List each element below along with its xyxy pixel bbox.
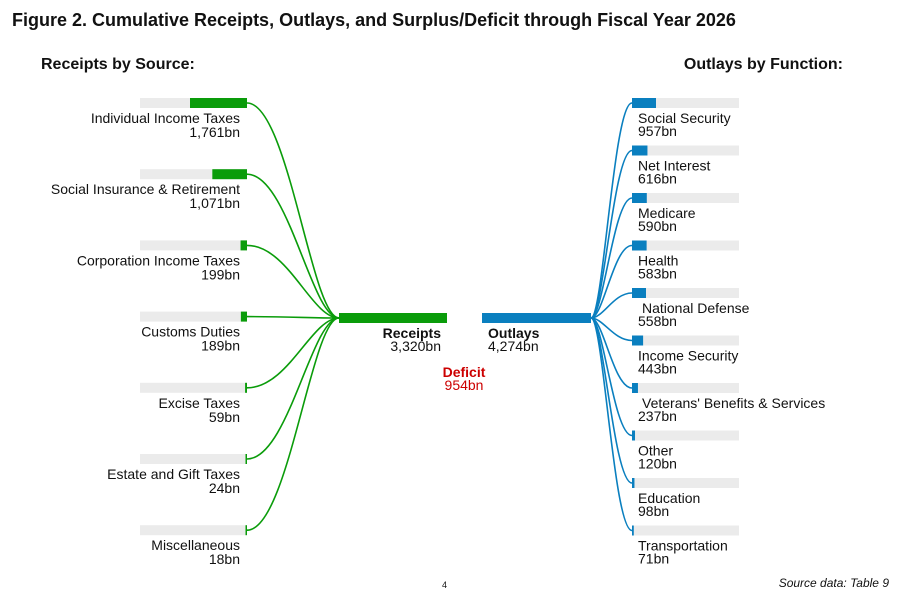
receipt-value-miscellaneous: 18bn (209, 551, 240, 567)
receipt-bar-customs-duties (240, 311, 247, 322)
outlay-value-transportation: 71bn (638, 551, 669, 567)
outlay-bar-education (632, 478, 635, 488)
receipt-bar-miscellaneous (245, 525, 247, 536)
receipt-label-corporation-income-taxes: Corporation Income Taxes (77, 252, 240, 268)
receipt-bar-estate-and-gift-taxes (245, 454, 247, 464)
source-note: Source data: Table 9 (778, 576, 889, 590)
outlay-bar-income-security (632, 335, 644, 346)
outlay-value-national-defense: 558bn (638, 313, 677, 329)
outlay-label-income-security: Income Security (638, 348, 738, 364)
outlay-flow-education (590, 317, 633, 484)
outlays-total-bar (482, 313, 591, 323)
receipt-flow-estate-and-gift-taxes (246, 317, 340, 460)
outlay-value-education: 98bn (638, 503, 669, 519)
outlay-value-medicare: 590bn (638, 218, 677, 234)
receipt-value-excise-taxes: 59bn (209, 409, 240, 425)
deficit-label: Deficit (443, 364, 486, 380)
receipt-flow-excise-taxes (246, 317, 340, 389)
outlay-label-health: Health (638, 253, 678, 269)
receipt-bar-social-insurance-retirement (212, 169, 247, 180)
receipt-label-social-insurance-retirement: Social Insurance & Retirement (51, 181, 240, 197)
receipt-track-estate-and-gift-taxes (140, 454, 247, 464)
receipt-label-miscellaneous: Miscellaneous (151, 537, 240, 553)
receipt-bar-excise-taxes (245, 382, 247, 393)
outlay-value-veterans-benefits-services: 237bn (638, 408, 677, 424)
outlay-track-national-defense (632, 288, 739, 298)
page-number: 4 (442, 580, 448, 590)
outlay-label-transportation: Transportation (638, 538, 728, 554)
receipt-value-estate-and-gift-taxes: 24bn (209, 480, 240, 496)
outlay-bar-transportation (632, 525, 634, 536)
receipt-value-corporation-income-taxes: 199bn (201, 266, 240, 282)
outlay-label-education: Education (638, 490, 700, 506)
outlay-bar-social-security (632, 98, 656, 108)
outlay-track-income-security (632, 335, 739, 346)
receipt-value-customs-duties: 189bn (201, 338, 240, 354)
receipt-label-excise-taxes: Excise Taxes (159, 395, 240, 411)
outlay-track-medicare (632, 193, 739, 203)
outlay-track-health (632, 240, 739, 251)
outlay-label-net-interest: Net Interest (638, 158, 710, 174)
receipt-flow-corporation-income-taxes (246, 244, 340, 319)
receipt-track-excise-taxes (140, 382, 247, 393)
outlay-flow-social-security (590, 102, 633, 319)
receipt-flow-miscellaneous (246, 317, 340, 531)
receipt-value-individual-income-taxes: 1,761bn (189, 124, 240, 140)
receipt-bar-individual-income-taxes (190, 98, 247, 108)
receipts-total-label: Receipts (383, 325, 442, 341)
receipts-section-title: Receipts by Source: (41, 56, 195, 73)
outlay-value-income-security: 443bn (638, 361, 677, 377)
receipts-total-bar (339, 313, 447, 323)
outlay-label-veterans-benefits-services: Veterans' Benefits & Services (642, 395, 825, 411)
outlay-track-veterans-benefits-services (632, 383, 739, 393)
receipt-label-estate-and-gift-taxes: Estate and Gift Taxes (107, 466, 240, 482)
receipt-flow-customs-duties (246, 315, 340, 319)
receipt-track-miscellaneous (140, 525, 247, 536)
outlay-flow-national-defense (590, 292, 633, 319)
outlay-flow-net-interest (590, 149, 633, 319)
outlay-flow-transportation (590, 317, 633, 532)
outlays-section-title: Outlays by Function: (683, 56, 843, 73)
receipt-track-customs-duties (140, 311, 247, 322)
receipt-track-corporation-income-taxes (140, 240, 247, 251)
outlay-bar-national-defense (632, 288, 646, 298)
receipt-track-social-insurance-retirement (140, 169, 247, 180)
outlay-bar-medicare (632, 193, 647, 203)
outlay-track-other (632, 430, 739, 441)
figure-title: Figure 2. Cumulative Receipts, Outlays, … (12, 10, 736, 30)
receipt-label-individual-income-taxes: Individual Income Taxes (91, 110, 240, 126)
receipt-label-customs-duties: Customs Duties (141, 324, 240, 340)
outlay-bar-net-interest (632, 145, 648, 156)
outlay-value-health: 583bn (638, 266, 677, 282)
outlay-label-social-security: Social Security (638, 110, 731, 126)
outlay-flow-medicare (590, 197, 633, 319)
outlay-flow-health (590, 244, 633, 319)
outlay-value-social-security: 957bn (638, 123, 677, 139)
receipt-flow-social-insurance-retirement (246, 173, 340, 319)
outlays-total-label: Outlays (488, 325, 540, 341)
receipt-bar-corporation-income-taxes (240, 240, 247, 251)
outlay-label-other: Other (638, 443, 673, 459)
outlay-track-education (632, 478, 739, 488)
outlay-track-net-interest (632, 145, 739, 156)
outlays-total-value: 4,274bn (488, 338, 539, 354)
outlay-value-net-interest: 616bn (638, 171, 677, 187)
outlay-track-social-security (632, 98, 739, 108)
receipts-total-value: 3,320bn (390, 338, 441, 354)
outlay-bar-health (632, 240, 647, 251)
receipt-flow-individual-income-taxes (246, 102, 340, 319)
receipt-value-social-insurance-retirement: 1,071bn (189, 195, 240, 211)
outlay-value-other: 120bn (638, 456, 677, 472)
outlay-label-medicare: Medicare (638, 205, 696, 221)
outlay-bar-other (632, 430, 636, 441)
outlay-label-national-defense: National Defense (642, 300, 750, 316)
deficit-value: 954bn (445, 377, 484, 393)
outlay-bar-veterans-benefits-services (632, 383, 638, 393)
outlay-track-transportation (632, 525, 739, 536)
